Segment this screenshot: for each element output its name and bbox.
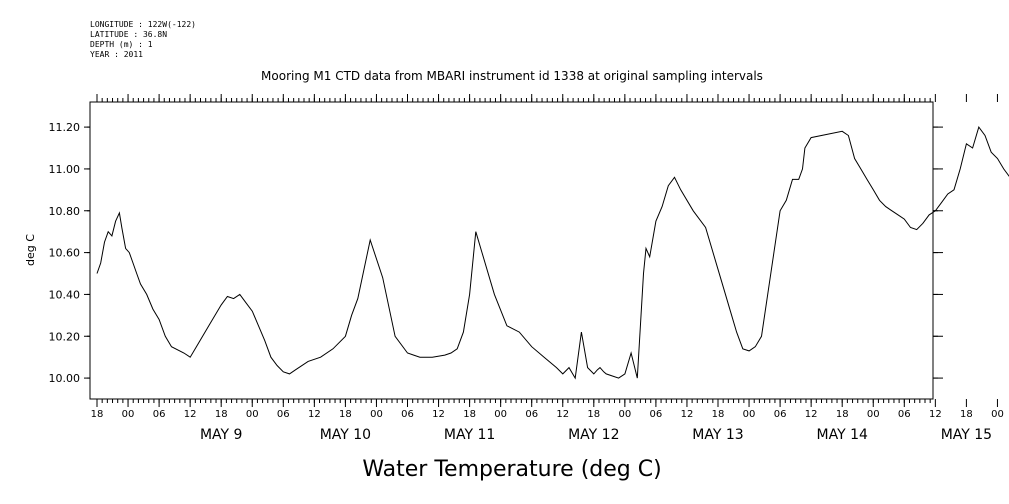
metadata-block: LONGITUDE : 122W(-122) LATITUDE : 36.8N … — [90, 20, 196, 60]
x-tick-label: 18 — [712, 409, 725, 420]
date-label: MAY 9 — [200, 427, 242, 443]
x-tick-label: 06 — [153, 409, 166, 420]
date-label: MAY 13 — [692, 427, 743, 443]
x-tick-label: 18 — [463, 409, 476, 420]
x-tick-label: 18 — [339, 409, 352, 420]
latitude-label: LATITUDE : 36.8N — [90, 30, 168, 39]
x-tick-label: 00 — [494, 409, 507, 420]
x-tick-label: 06 — [401, 409, 414, 420]
y-tick-label: 10.00 — [49, 372, 81, 385]
date-label: MAY 14 — [817, 427, 868, 443]
year-label: YEAR : 2011 — [90, 50, 143, 59]
water-temperature-series — [96, 125, 1009, 380]
x-tick-label: 06 — [525, 409, 538, 420]
x-tick-label: 06 — [774, 409, 787, 420]
y-tick-label: 10.60 — [49, 247, 81, 260]
minor-ticks — [96, 98, 931, 403]
date-label: MAY 11 — [444, 427, 495, 443]
x-tick-label: 06 — [277, 409, 290, 420]
date-label: MAY 10 — [320, 427, 371, 443]
x-tick-label: 00 — [743, 409, 756, 420]
y-tick-label: 10.20 — [49, 330, 81, 343]
x-tick-label: 12 — [556, 409, 569, 420]
x-axis: 18 00 06 12 18 00 06 12 18 00 06 12 18 00 06 12 18 00 06 12… — [91, 94, 1004, 420]
x-tick-label: 12 — [432, 409, 445, 420]
plot-frame — [89, 101, 934, 400]
x-tick-label: 18 — [960, 409, 973, 420]
x-tick-label: 18 — [215, 409, 228, 420]
x-tick-label: 00 — [370, 409, 383, 420]
x-tick-label: 18 — [587, 409, 600, 420]
x-tick-label: 00 — [867, 409, 880, 420]
x-tick-label: 12 — [308, 409, 321, 420]
y-axis-label: deg C — [24, 234, 37, 266]
date-labels: MAY 9 MAY 10 MAY 11 MAY 12 MAY 13 MAY 14 MAY 1… — [200, 427, 992, 443]
x-tick-label: 12 — [805, 409, 818, 420]
x-tick-label: 12 — [929, 409, 942, 420]
y-tick-label: 10.40 — [49, 288, 81, 301]
x-tick-label: 18 — [91, 409, 104, 420]
x-tick-label: 18 — [836, 409, 849, 420]
x-tick-label: 00 — [618, 409, 631, 420]
date-label: MAY 12 — [568, 427, 619, 443]
chart-title: Mooring M1 CTD data from MBARI instrumen… — [261, 69, 763, 83]
x-tick-label: 12 — [681, 409, 694, 420]
x-tick-label: 00 — [122, 409, 135, 420]
y-axis: 10.00 10.20 10.40 10.60 10.80 11.00 11.20 — [49, 121, 943, 385]
x-tick-label: 00 — [991, 409, 1004, 420]
x-axis-label: Water Temperature (deg C) — [362, 457, 661, 482]
x-tick-label: 12 — [184, 409, 197, 420]
x-tick-label: 06 — [898, 409, 911, 420]
y-tick-label: 10.80 — [49, 205, 81, 218]
x-tick-label: 06 — [650, 409, 663, 420]
date-label: MAY 15 — [941, 427, 992, 443]
depth-label: DEPTH (m) : 1 — [90, 40, 153, 49]
longitude-label: LONGITUDE : 122W(-122) — [90, 20, 196, 29]
y-tick-label: 11.00 — [49, 163, 81, 176]
y-tick-label: 11.20 — [49, 121, 81, 134]
x-tick-label: 00 — [246, 409, 259, 420]
